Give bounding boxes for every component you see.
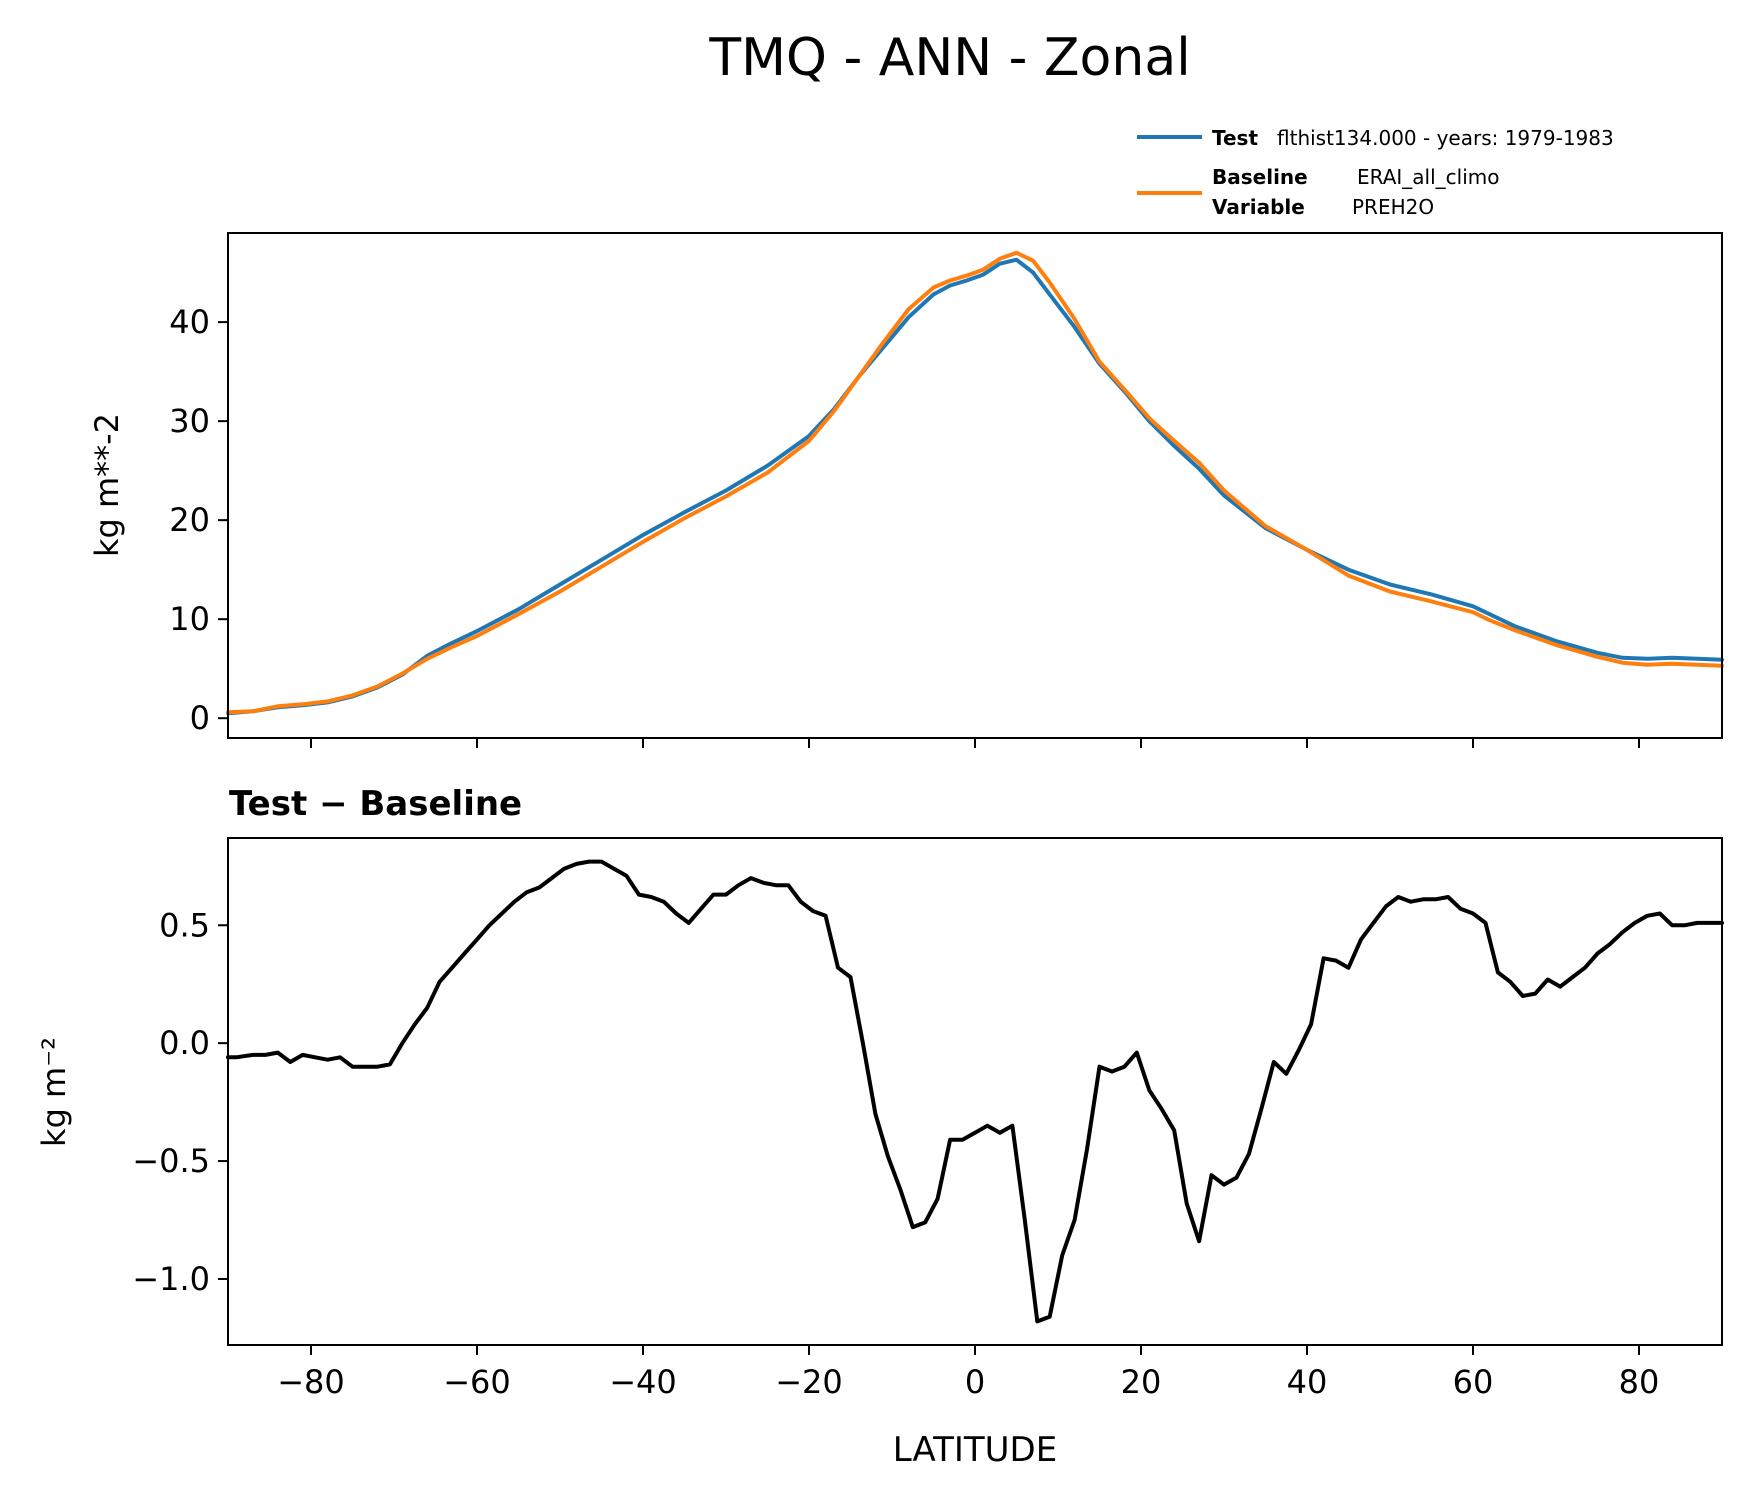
bottom-ytick-label: −1.0 [132, 1260, 210, 1298]
bottom-ylabel: kg m⁻² [35, 1037, 73, 1147]
bottom-ytick-label: −0.5 [132, 1142, 210, 1180]
bottom-xtick-label: 0 [965, 1363, 985, 1401]
bottom-xtick-label: 20 [1121, 1363, 1162, 1401]
bottom-xtick-label: −40 [609, 1363, 677, 1401]
bottom-panel-title: Test − Baseline [229, 784, 522, 824]
bottom-plot-frame [227, 837, 1723, 1346]
bottom-xtick-label: 40 [1287, 1363, 1328, 1401]
top-series-line-test [226, 257, 1724, 716]
legend-variable-value: PREH2O [1352, 195, 1434, 219]
top-xticks [310, 738, 1640, 748]
bottom-ytick-label: 0.0 [159, 1024, 210, 1062]
bottom-xtick-label: 80 [1619, 1363, 1660, 1401]
bottom-xtick-label: 60 [1453, 1363, 1494, 1401]
legend: Test flthist134.000 - years: 1979-1983 B… [1137, 126, 1614, 219]
top-ytick-label: 30 [169, 402, 210, 440]
bottom-panel: Test − Baseline −1.0 −0.5 0.0 0.5 −80 −60 −40… [35, 784, 1724, 1470]
bottom-xticks: −80 −60 −40 −20 0 20 40 60 80 [277, 1345, 1659, 1401]
legend-baseline-key: Baseline [1212, 165, 1308, 189]
legend-baseline-value: ERAI_all_climo [1357, 165, 1500, 189]
legend-test-key: Test [1212, 126, 1258, 150]
bottom-xtick-label: −80 [277, 1363, 345, 1401]
legend-variable-key: Variable [1212, 195, 1305, 219]
top-ylabel: kg m**-2 [88, 413, 126, 557]
bottom-xtick-label: −20 [775, 1363, 843, 1401]
top-ytick-label: 0 [190, 699, 210, 737]
bottom-xtick-label: −60 [443, 1363, 511, 1401]
top-ytick-label: 10 [169, 600, 210, 638]
legend-test-value: flthist134.000 - years: 1979-1983 [1277, 126, 1614, 150]
bottom-series-line-diff [226, 859, 1724, 1324]
bottom-xlabel: LATITUDE [893, 1430, 1057, 1470]
bottom-series-group [226, 859, 1724, 1324]
bottom-ytick-label: 0.5 [159, 906, 210, 944]
top-ytick-label: 20 [169, 501, 210, 539]
top-plot-frame [227, 232, 1723, 739]
figure-title: TMQ - ANN - Zonal [708, 28, 1190, 88]
top-panel: 0 10 20 30 40 kg m**-2 [88, 232, 1724, 748]
top-series-line-baseline [226, 250, 1724, 715]
top-yticks: 0 10 20 30 40 [169, 303, 228, 737]
top-ytick-label: 40 [169, 303, 210, 341]
top-series-group [226, 250, 1724, 716]
bottom-yticks: −1.0 −0.5 0.0 0.5 [132, 906, 228, 1298]
